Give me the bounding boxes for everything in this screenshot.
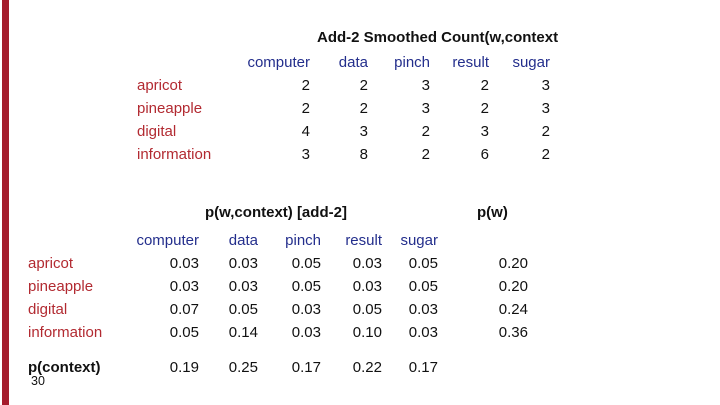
- count-cell: 2: [541, 123, 550, 140]
- row-label: pineapple: [28, 278, 94, 295]
- prob-cell: 0.05: [291, 278, 321, 295]
- count-row-digital: digital 4 3 2 3 2: [137, 120, 550, 143]
- prob-cell: 0.05: [291, 255, 321, 272]
- prob-table-title: p(w,context) [add-2]: [205, 204, 347, 221]
- count-cell: 2: [359, 77, 368, 94]
- prob-cell: 0.14: [228, 324, 258, 341]
- count-cell: 6: [480, 146, 489, 163]
- prob-col-header-data: data: [228, 232, 258, 249]
- count-cell: 3: [359, 123, 368, 140]
- prob-cell: 0.03: [228, 255, 258, 272]
- count-header-spacer: [137, 51, 247, 74]
- prob-row-digital: digital 0.07 0.05 0.03 0.05 0.03 0.24: [28, 298, 528, 321]
- p-context-cell: 0.17: [291, 359, 321, 376]
- pw-cell: 0.20: [498, 278, 528, 295]
- prob-cell: 0.03: [228, 278, 258, 295]
- count-cell: 2: [421, 123, 430, 140]
- count-col-header-data: data: [338, 54, 368, 71]
- row-label: information: [28, 324, 103, 341]
- p-context-cell: 0.22: [352, 359, 382, 376]
- pw-cell: 0.24: [498, 301, 528, 318]
- count-row-apricot: apricot 2 2 3 2 3: [137, 74, 550, 97]
- prob-cell: 0.03: [352, 278, 382, 295]
- prob-cell: 0.03: [169, 255, 199, 272]
- prob-cell: 0.05: [352, 301, 382, 318]
- pw-cell: 0.36: [498, 324, 528, 341]
- count-col-header-computer: computer: [247, 54, 310, 71]
- count-cell: 3: [480, 123, 489, 140]
- count-cell: 2: [480, 77, 489, 94]
- count-cell: 3: [541, 100, 550, 117]
- count-cell: 3: [541, 77, 550, 94]
- p-context-cell: 0.17: [408, 359, 438, 376]
- prob-row-apricot: apricot 0.03 0.03 0.05 0.03 0.05 0.20: [28, 252, 528, 275]
- prob-cell: 0.05: [408, 255, 438, 272]
- prob-header-spacer: [28, 229, 125, 252]
- p-context-label: p(context): [28, 359, 101, 376]
- count-header-row: computer data pinch result sugar: [137, 51, 550, 74]
- count-table-title: Add-2 Smoothed Count(w,context: [317, 29, 559, 46]
- count-cell: 3: [421, 100, 430, 117]
- prob-header-pw-spacer: [438, 229, 528, 252]
- prob-cell: 0.05: [228, 301, 258, 318]
- prob-col-header-pinch: pinch: [285, 232, 321, 249]
- count-cell: 2: [541, 146, 550, 163]
- row-label: information: [137, 146, 212, 163]
- count-col-header-pinch: pinch: [394, 54, 430, 71]
- prob-cell: 0.07: [169, 301, 199, 318]
- prob-cell: 0.03: [352, 255, 382, 272]
- row-label: pineapple: [137, 100, 203, 117]
- row-label: digital: [28, 301, 68, 318]
- p-context-pw-spacer: [438, 344, 528, 379]
- count-col-header-result: result: [452, 54, 489, 71]
- pw-cell: 0.20: [498, 255, 528, 272]
- count-row-information: information 3 8 2 6 2: [137, 143, 550, 166]
- count-cell: 8: [359, 146, 368, 163]
- prob-cell: 0.03: [291, 301, 321, 318]
- row-label: apricot: [137, 77, 183, 94]
- prob-cell: 0.10: [352, 324, 382, 341]
- count-cell: 2: [480, 100, 489, 117]
- p-context-cell: 0.25: [228, 359, 258, 376]
- prob-col-header-sugar: sugar: [400, 232, 438, 249]
- prob-cell: 0.03: [408, 324, 438, 341]
- prob-cell: 0.03: [169, 278, 199, 295]
- prob-col-header-result: result: [345, 232, 382, 249]
- left-accent-bar: [2, 0, 9, 405]
- count-cell: 3: [301, 146, 310, 163]
- p-context-cell: 0.19: [169, 359, 199, 376]
- count-row-pineapple: pineapple 2 2 3 2 3: [137, 97, 550, 120]
- prob-row-pineapple: pineapple 0.03 0.03 0.05 0.03 0.05 0.20: [28, 275, 528, 298]
- prob-col-header-computer: computer: [136, 232, 199, 249]
- count-cell: 2: [421, 146, 430, 163]
- prob-footer-row: p(context) 0.19 0.25 0.17 0.22 0.17: [28, 344, 528, 379]
- count-cell: 2: [301, 100, 310, 117]
- prob-cell: 0.05: [169, 324, 199, 341]
- prob-cell: 0.03: [291, 324, 321, 341]
- page-number: 30: [31, 374, 45, 388]
- count-cell: 3: [421, 77, 430, 94]
- prob-cell: 0.05: [408, 278, 438, 295]
- prob-cell: 0.03: [408, 301, 438, 318]
- count-cell: 2: [301, 77, 310, 94]
- pw-column-title: p(w): [477, 204, 508, 221]
- prob-table: computer data pinch result sugar apricot…: [28, 229, 528, 379]
- row-label: apricot: [28, 255, 74, 272]
- row-label: digital: [137, 123, 177, 140]
- prob-header-row: computer data pinch result sugar: [28, 229, 528, 252]
- count-cell: 2: [359, 100, 368, 117]
- prob-row-information: information 0.05 0.14 0.03 0.10 0.03 0.3…: [28, 321, 528, 344]
- count-table: computer data pinch result sugar apricot…: [137, 51, 550, 166]
- count-col-header-sugar: sugar: [512, 54, 550, 71]
- count-cell: 4: [301, 123, 310, 140]
